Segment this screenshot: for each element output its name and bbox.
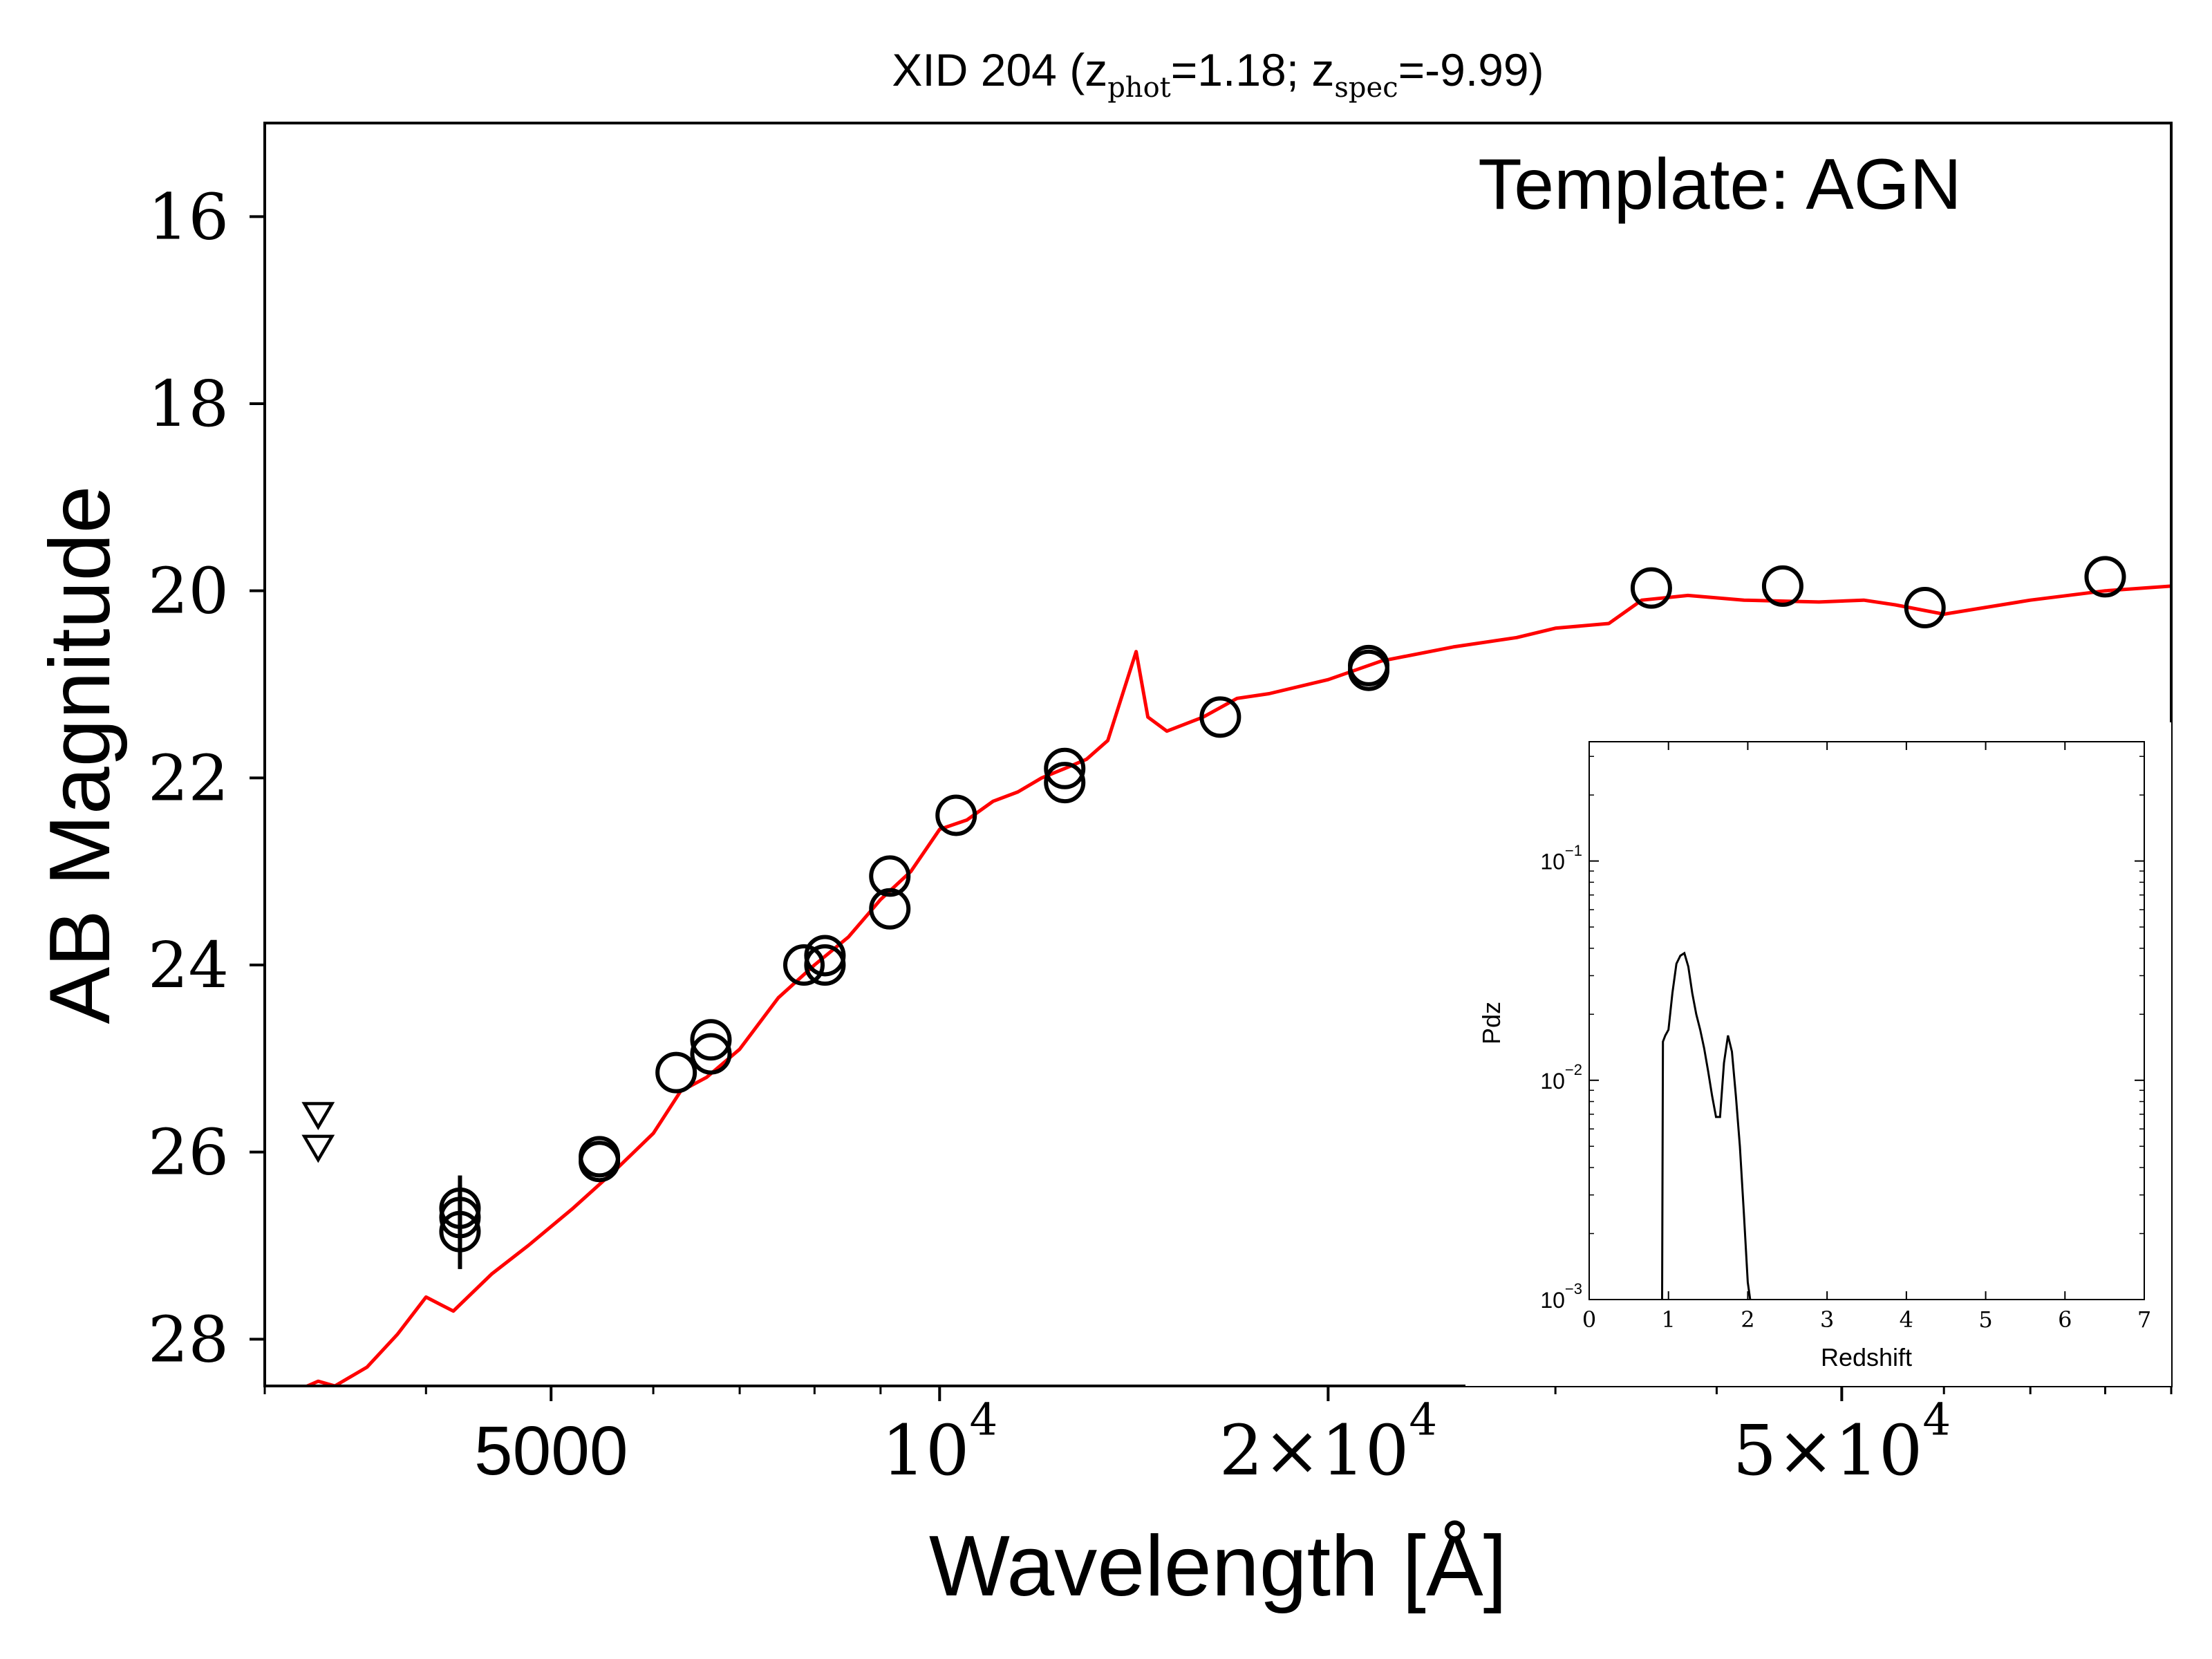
inset-y-tick-label: 10−3 [1540,1280,1582,1313]
pdz-layer [1661,951,1752,1300]
photometry-point [935,794,977,836]
photometry-point [804,935,846,977]
inset-frame [1588,741,2145,1300]
inset-x-tick-label: 3 [1820,1306,1834,1333]
photometry-layer [301,556,2126,1269]
photometry-point [690,1033,732,1075]
y-tick-label: 24 [148,928,229,1002]
chart-title: XID 204 (zphot=1.18; zspec=-9.99) [892,44,1544,104]
template-layer [303,584,2171,1386]
upper-limit-marker [301,1134,335,1163]
x-tick-label: 104 [881,1394,997,1491]
photometry-point [1044,762,1086,804]
photometry-point [869,855,911,897]
photometry-point [655,1051,697,1094]
inset-x-tick-label: 6 [2058,1306,2072,1333]
inset-x-tick-label: 5 [1978,1306,1992,1333]
y-tick-label: 26 [148,1116,229,1190]
inset-y-tick-label: 10−1 [1540,842,1582,874]
photometry-point [1348,649,1390,691]
photometry-point [690,1019,732,1061]
inset-x-tick-label: 4 [1900,1306,1913,1333]
y-tick-label: 20 [148,554,229,628]
y-tick-label: 22 [148,741,229,815]
photometry-point [1199,696,1241,738]
inset-x-tick-label: 1 [1662,1306,1676,1333]
y-tick-label: 28 [148,1302,229,1376]
inset-x-tick-label: 0 [1582,1306,1596,1333]
x-axis-label: Wavelength [Å] [929,1519,1507,1614]
photometry-point [1904,587,1946,629]
y-axis-label: AB Magnitude [32,486,128,1024]
photometry-point [2084,556,2126,598]
inset-y-label: Pdz [1477,1002,1506,1044]
inset-x-label: Redshift [1821,1343,1912,1371]
photometry-point [782,944,825,986]
x-tick-label: 2×104 [1219,1394,1437,1491]
photometry-point [1044,747,1086,789]
y-tick-label: 16 [148,180,229,254]
inset-background [1465,722,2171,1386]
photometry-point [1761,565,1803,607]
y-tick-label: 18 [148,367,229,441]
pdz-curve [1661,951,1752,1300]
inset-x-tick-label: 2 [1741,1306,1754,1333]
x-tick-label: 5×104 [1733,1394,1951,1491]
upper-limit-marker [301,1102,335,1130]
x-tick-label: 5000 [474,1412,628,1490]
inset-plot: 0 1 2 3 4 5 6 7 10−3 10−2 10−1 Redshift Pdz [1465,722,2171,1386]
photometry-point [804,944,846,986]
photometry-point [439,1210,481,1253]
photometry-point [1630,567,1672,609]
inset-y-tick-label: 10−2 [1540,1061,1582,1094]
photometry-point [869,888,911,930]
inset-x-tick-label: 7 [2137,1306,2151,1333]
photometry-point [579,1141,621,1183]
template-annotation: Template: AGN [1478,144,1961,225]
template-spectrum-line [303,584,2171,1386]
